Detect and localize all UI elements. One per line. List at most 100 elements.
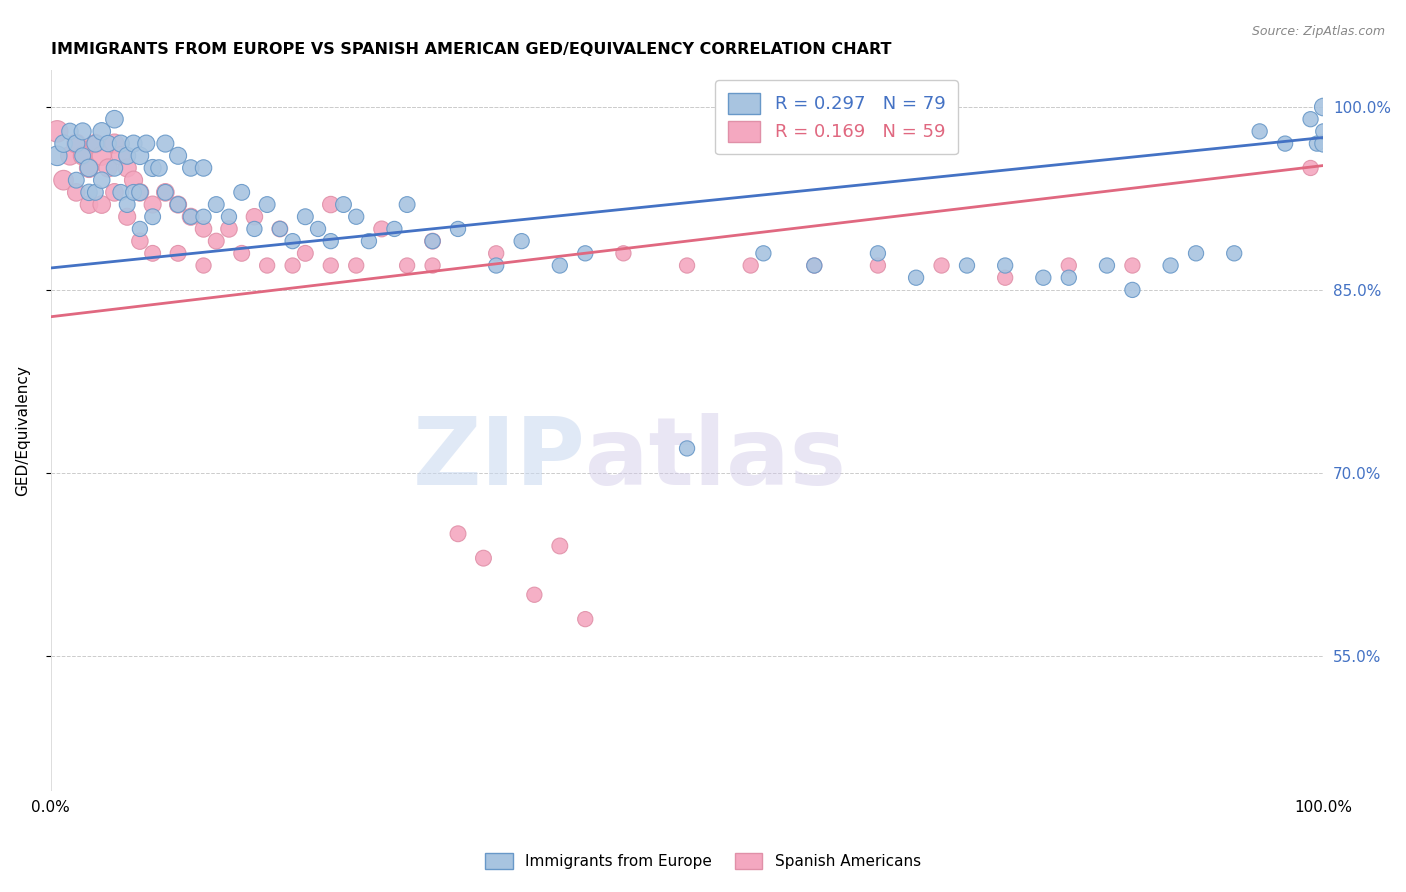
- Point: [357, 234, 380, 248]
- Legend: R = 0.297   N = 79, R = 0.169   N = 59: R = 0.297 N = 79, R = 0.169 N = 59: [716, 80, 957, 154]
- Point: [231, 186, 253, 200]
- Point: [218, 222, 240, 236]
- Point: [205, 197, 228, 211]
- Point: [1312, 136, 1334, 151]
- Point: [84, 186, 107, 200]
- Point: [115, 149, 138, 163]
- Point: [422, 234, 444, 248]
- Point: [103, 161, 125, 175]
- Point: [1121, 259, 1143, 273]
- Point: [1249, 124, 1271, 138]
- Point: [142, 210, 165, 224]
- Point: [115, 197, 138, 211]
- Point: [180, 210, 202, 224]
- Point: [1185, 246, 1208, 260]
- Point: [59, 149, 82, 163]
- Point: [931, 259, 953, 273]
- Point: [548, 539, 571, 553]
- Point: [148, 161, 170, 175]
- Point: [122, 186, 145, 200]
- Point: [485, 259, 508, 273]
- Point: [193, 210, 215, 224]
- Point: [803, 259, 825, 273]
- Point: [1160, 259, 1182, 273]
- Point: [129, 186, 152, 200]
- Point: [956, 259, 979, 273]
- Point: [994, 270, 1017, 285]
- Point: [344, 210, 367, 224]
- Point: [97, 161, 120, 175]
- Point: [46, 149, 69, 163]
- Point: [1121, 283, 1143, 297]
- Point: [548, 259, 571, 273]
- Point: [574, 612, 596, 626]
- Point: [1057, 270, 1080, 285]
- Point: [243, 210, 266, 224]
- Point: [1299, 161, 1322, 175]
- Point: [65, 136, 87, 151]
- Point: [1274, 136, 1296, 151]
- Point: [510, 234, 533, 248]
- Point: [1223, 246, 1246, 260]
- Point: [396, 259, 419, 273]
- Y-axis label: GED/Equivalency: GED/Equivalency: [15, 365, 30, 496]
- Point: [422, 259, 444, 273]
- Point: [243, 222, 266, 236]
- Point: [1032, 270, 1054, 285]
- Point: [110, 149, 132, 163]
- Point: [167, 197, 190, 211]
- Point: [319, 234, 342, 248]
- Point: [129, 222, 152, 236]
- Point: [319, 259, 342, 273]
- Point: [115, 161, 138, 175]
- Point: [1057, 259, 1080, 273]
- Point: [523, 588, 546, 602]
- Point: [281, 234, 304, 248]
- Point: [1299, 112, 1322, 127]
- Point: [129, 149, 152, 163]
- Point: [307, 222, 329, 236]
- Point: [1312, 124, 1334, 138]
- Point: [370, 222, 392, 236]
- Point: [72, 149, 94, 163]
- Point: [396, 197, 419, 211]
- Point: [77, 186, 100, 200]
- Point: [90, 173, 112, 187]
- Point: [994, 259, 1017, 273]
- Point: [90, 124, 112, 138]
- Point: [676, 442, 699, 456]
- Point: [205, 234, 228, 248]
- Point: [90, 149, 112, 163]
- Point: [231, 246, 253, 260]
- Point: [72, 149, 94, 163]
- Point: [122, 136, 145, 151]
- Legend: Immigrants from Europe, Spanish Americans: Immigrants from Europe, Spanish American…: [479, 847, 927, 875]
- Point: [472, 551, 495, 566]
- Point: [485, 246, 508, 260]
- Point: [155, 186, 177, 200]
- Point: [129, 186, 152, 200]
- Point: [142, 197, 165, 211]
- Point: [866, 246, 889, 260]
- Point: [294, 246, 316, 260]
- Point: [180, 210, 202, 224]
- Point: [1312, 100, 1334, 114]
- Point: [110, 186, 132, 200]
- Point: [193, 222, 215, 236]
- Point: [46, 124, 69, 138]
- Point: [193, 161, 215, 175]
- Point: [740, 259, 762, 273]
- Point: [84, 136, 107, 151]
- Text: ZIP: ZIP: [412, 413, 585, 505]
- Point: [294, 210, 316, 224]
- Point: [905, 270, 928, 285]
- Point: [52, 136, 75, 151]
- Point: [447, 222, 470, 236]
- Point: [319, 197, 342, 211]
- Point: [256, 259, 278, 273]
- Point: [1095, 259, 1118, 273]
- Point: [155, 186, 177, 200]
- Point: [180, 161, 202, 175]
- Point: [135, 136, 157, 151]
- Point: [142, 246, 165, 260]
